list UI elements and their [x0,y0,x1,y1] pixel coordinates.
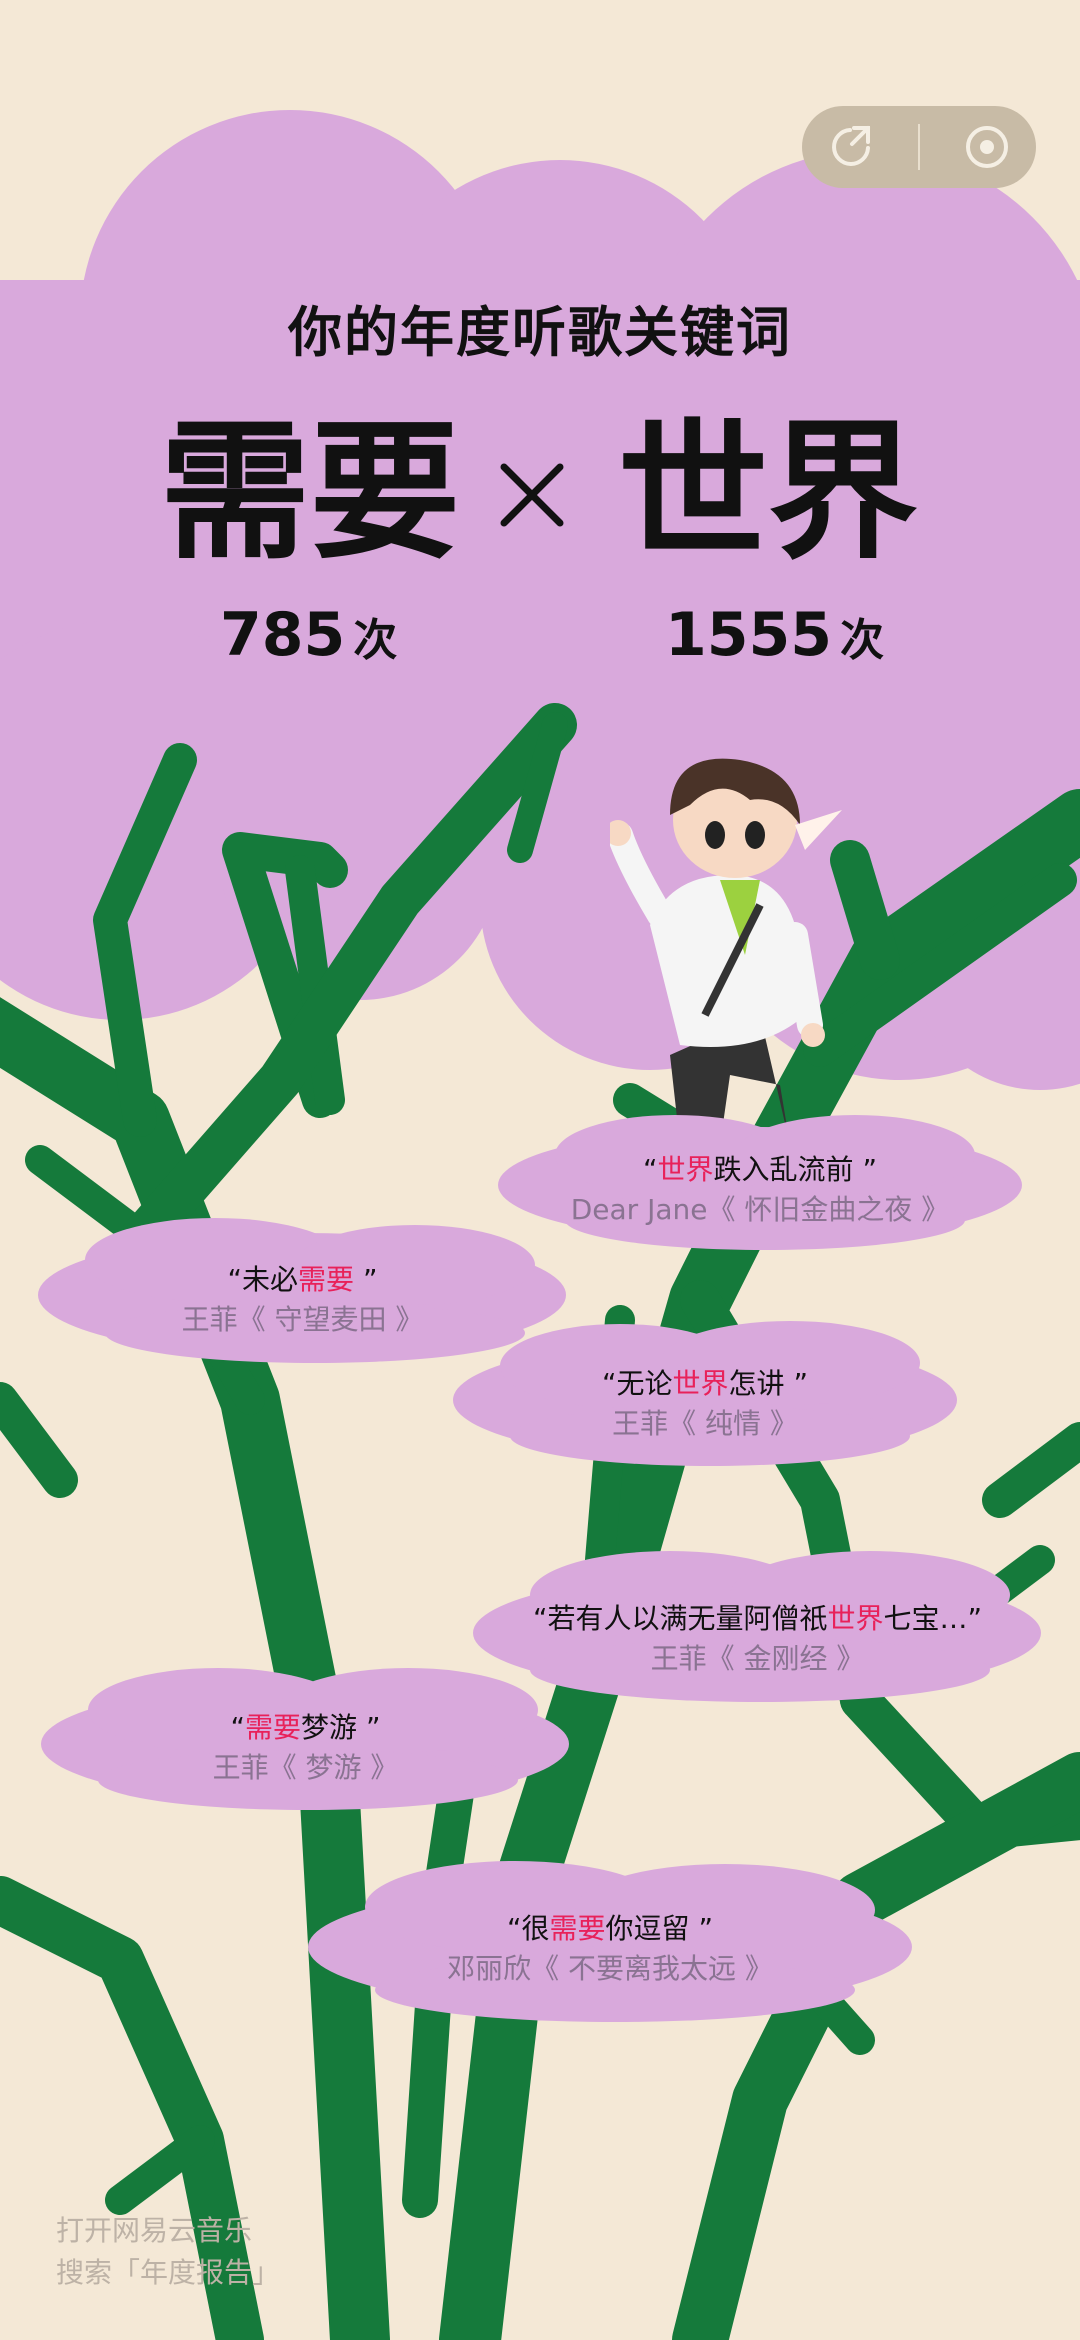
keyword-highlight: 需要 [549,1912,606,1945]
lyric-text: “很需要你逗留 ” [507,1912,713,1945]
keyword-2-count: 1555 次 [665,600,884,670]
lyric-text: “世界跌入乱流前 ” [643,1153,877,1186]
keyword-1-count: 785 次 [220,600,397,670]
cloud-shape [38,1218,566,1363]
lyric-cloud-5: “需要梦游 ” 王菲《 梦游 》 [38,1662,573,1812]
lyric-source: 王菲《 守望麦田 》 [181,1303,424,1336]
lyric-source: 王菲《 梦游 》 [212,1751,399,1784]
top-actions-capsule [802,106,1036,188]
keyword-1: 需要 [160,406,461,580]
cloud-shape [41,1668,569,1810]
cloud-shape [498,1115,1022,1250]
keyword-2-count-number: 1555 [665,600,832,670]
footer-line-1: 打开网易云音乐 [56,2214,253,2247]
keyword-highlight: 世界 [827,1602,884,1635]
cloud-shape [308,1861,912,2022]
lyric-source: 邓丽欣《 不要离我太远 》 [447,1952,773,1985]
share-icon[interactable] [821,117,881,177]
lyric-text: “若有人以满无量阿僧祇世界七宝…” [532,1602,983,1635]
lyric-text: “无论世界怎讲 ” [602,1367,808,1400]
lyric-cloud-6: “很需要你逗留 ” 邓丽欣《 不要离我太远 》 [305,1855,915,2025]
lyric-cloud-1: “世界跌入乱流前 ” Dear Jane《 怀旧金曲之夜 》 [495,1110,1025,1250]
page-title: 你的年度听歌关键词 [288,301,792,364]
capsule-divider [917,124,920,170]
keyword-highlight: 世界 [657,1153,714,1186]
keyword-2-count-unit: 次 [840,615,884,666]
target-icon[interactable] [957,117,1017,177]
keyword-1-count-unit: 次 [353,615,398,666]
lyric-source: 王菲《 金刚经 》 [650,1642,865,1675]
lyric-source: 王菲《 纯情 》 [612,1407,798,1440]
lyric-source: Dear Jane《 怀旧金曲之夜 》 [570,1193,950,1226]
lyric-cloud-2: “未必需要 ” 王菲《 守望麦田 》 [35,1215,570,1365]
footer-hint: 打开网易云音乐 搜索「年度报告」 [56,2210,280,2294]
lyric-cloud-3: “无论世界怎讲 ” 王菲《 纯情 》 [450,1318,960,1468]
lyric-text: “未必需要 ” [227,1263,378,1296]
keyword-highlight: 世界 [672,1367,729,1400]
keyword-highlight: 需要 [298,1263,355,1296]
times-icon [500,463,564,527]
cloud-shape [453,1321,957,1466]
cloud-shape [473,1551,1041,1702]
lyric-cloud-4: “若有人以满无量阿僧祇世界七宝…” 王菲《 金刚经 》 [470,1545,1045,1705]
keyword-highlight: 需要 [245,1711,302,1744]
keyword-2: 世界 [618,406,919,580]
keyword-1-count-number: 785 [220,600,346,670]
lyric-text: “需要梦游 ” [230,1711,381,1744]
footer-line-2: 搜索「年度报告」 [56,2256,281,2289]
avatar-character [610,758,842,1145]
